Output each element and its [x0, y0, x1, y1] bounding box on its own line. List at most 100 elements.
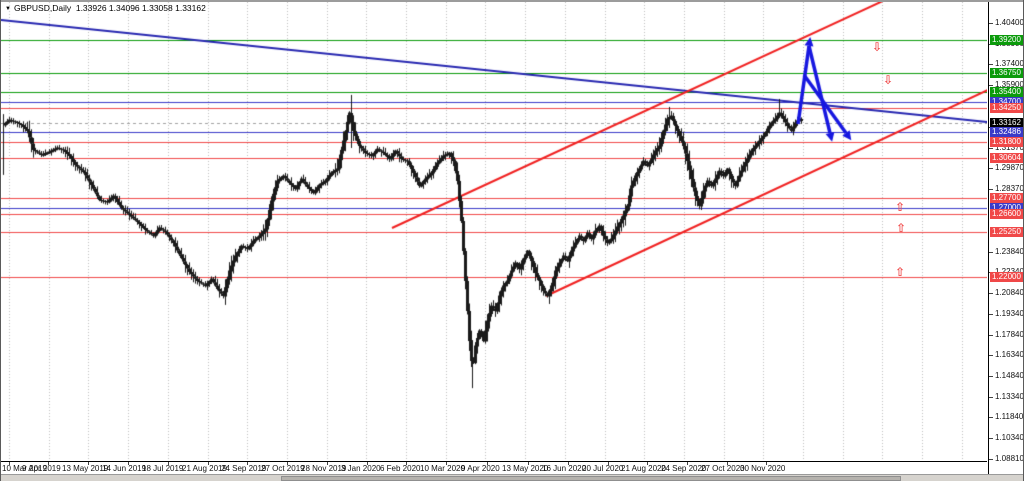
down-hollow-arrow-marker[interactable]: ⇩	[872, 39, 883, 54]
symbol-timeframe: GBPUSD,Daily	[13, 3, 72, 13]
price-tick-dash	[989, 64, 993, 66]
date-tick-dash	[647, 462, 648, 465]
price-tick-dash	[989, 417, 993, 419]
date-tick-label: 10 Mar 2020	[420, 464, 465, 473]
window-bottom-edge	[1, 474, 1023, 481]
price-tick-label: 1.20840	[995, 288, 1024, 298]
date-tick-dash	[406, 462, 407, 465]
date-tick-dash	[687, 462, 688, 465]
date-tick-dash	[528, 462, 529, 465]
current-price-badge: 1.33162	[990, 117, 1023, 128]
level-price-badge: 1.32486	[990, 127, 1023, 138]
price-tick-dash	[989, 168, 993, 170]
price-tick-dash	[989, 251, 993, 253]
date-tick-label: 9 Apr 2019	[22, 464, 61, 473]
date-tick-dash	[766, 462, 767, 465]
up-hollow-arrow-marker[interactable]: ⇧	[895, 264, 906, 279]
date-tick-dash	[608, 462, 609, 465]
price-tick-dash	[989, 85, 993, 87]
price-tick-label: 1.17840	[995, 329, 1024, 339]
date-tick-dash	[9, 462, 10, 465]
price-tick-label: 1.23840	[995, 246, 1024, 256]
price-tick-dash	[989, 293, 993, 295]
level-price-badge: 1.27700	[990, 193, 1023, 204]
date-tick-label: 27 Oct 2020	[701, 464, 745, 473]
date-tick-dash	[487, 462, 488, 465]
date-tick-dash	[446, 462, 447, 465]
price-tick-label: 1.37400	[995, 59, 1024, 69]
price-tick-label: 1.19340	[995, 308, 1024, 318]
date-tick-label: 20 Jul 2020	[582, 464, 624, 473]
date-tick-dash	[168, 462, 169, 465]
price-tick-label: 1.40400	[995, 17, 1024, 27]
date-tick-label: 6 Feb 2020	[380, 464, 421, 473]
price-tick-dash	[989, 355, 993, 357]
date-tick-dash	[88, 462, 89, 465]
price-tick-label: 1.14840	[995, 370, 1024, 380]
date-tick-label: 28 Nov 2019	[301, 464, 347, 473]
level-price-badge: 1.39200	[990, 34, 1023, 45]
date-tick-dash	[287, 462, 288, 465]
level-price-badge: 1.22000	[990, 272, 1023, 283]
level-price-badge: 1.26600	[990, 208, 1023, 219]
ohlc-values: 1.33926 1.34096 1.33058 1.33162	[75, 3, 206, 13]
price-tick-label: 1.13340	[995, 391, 1024, 401]
date-tick-label: 21 Aug 2020	[621, 464, 666, 473]
price-tick-dash	[989, 334, 993, 336]
symbol-menu-arrow-icon[interactable]: ▼	[5, 6, 11, 12]
price-tick-dash	[989, 459, 993, 461]
date-tick-label: 13 May 2019	[62, 464, 109, 473]
date-tick-dash	[48, 462, 49, 465]
level-price-badge: 1.34250	[990, 102, 1023, 113]
price-tick-label: 1.35900	[995, 80, 1024, 90]
date-tick-dash	[727, 462, 728, 465]
price-tick-dash	[989, 147, 993, 149]
down-hollow-arrow-marker[interactable]: ⇩	[883, 72, 894, 87]
date-tick-dash	[247, 462, 248, 465]
level-price-badge: 1.34700	[990, 96, 1023, 107]
price-tick-dash	[989, 189, 993, 191]
price-tick-dash	[989, 375, 993, 377]
price-tick-label: 1.22340	[995, 267, 1023, 277]
date-tick-label: 21 Aug 2019	[182, 464, 227, 473]
price-tick-dash	[989, 22, 993, 24]
up-hollow-arrow-marker[interactable]: ⇧	[896, 220, 907, 235]
date-tick-label: 27 Oct 2019	[261, 464, 305, 473]
date-tick-label: 13 May 2020	[502, 464, 549, 473]
date-tick-label: 10 Mar 2019	[2, 464, 47, 473]
date-tick-label: 30 Nov 2020	[740, 464, 786, 473]
date-tick-label: 24 Sep 2020	[661, 464, 707, 473]
date-tick-dash	[327, 462, 328, 465]
up-hollow-arrow-marker[interactable]: ⇧	[895, 199, 906, 214]
level-price-badge: 1.30604	[990, 153, 1023, 164]
level-price-badge: 1.31800	[990, 136, 1023, 147]
price-tick-label: 1.11840	[995, 412, 1024, 422]
window-top-edge	[1, 0, 1023, 2]
scrollbar-thumb[interactable]	[281, 476, 901, 481]
price-tick-label: 1.16340	[995, 350, 1024, 360]
level-price-badge: 1.25250	[990, 227, 1023, 238]
price-axis[interactable]: 1.404001.389001.374001.359001.328801.313…	[988, 2, 1024, 474]
price-tick-label: 1.10340	[995, 433, 1024, 443]
date-tick-label: 16 Jun 2020	[542, 464, 587, 473]
level-price-badge: 1.36750	[990, 68, 1023, 79]
price-tick-label: 1.08810	[995, 454, 1024, 464]
chart-area[interactable]: ▼ GBPUSD,Daily 1.33926 1.34096 1.33058 1.…	[1, 2, 987, 462]
date-tick-label: 14 Jun 2019	[102, 464, 147, 473]
chart-symbol-label: ▼ GBPUSD,Daily 1.33926 1.34096 1.33058 1.…	[5, 3, 206, 13]
chart-canvas[interactable]	[1, 2, 987, 461]
price-tick-label: 1.28370	[995, 184, 1024, 194]
date-tick-dash	[367, 462, 368, 465]
date-tick-label: 18 Jul 2019	[142, 464, 184, 473]
date-tick-dash	[568, 462, 569, 465]
price-tick-label: 1.31370	[995, 142, 1024, 152]
price-tick-dash	[989, 438, 993, 440]
date-tick-dash	[128, 462, 129, 465]
date-tick-label: 3 Jan 2020	[341, 464, 381, 473]
date-tick-dash	[208, 462, 209, 465]
date-axis[interactable]: 10 Mar 2019 9 Apr 2019 13 May 2019 14 Jun 2…	[1, 462, 988, 474]
price-tick-dash	[989, 313, 993, 315]
level-price-badge: 1.27000	[990, 203, 1023, 214]
date-tick-label: 24 Sep 2019	[221, 464, 267, 473]
